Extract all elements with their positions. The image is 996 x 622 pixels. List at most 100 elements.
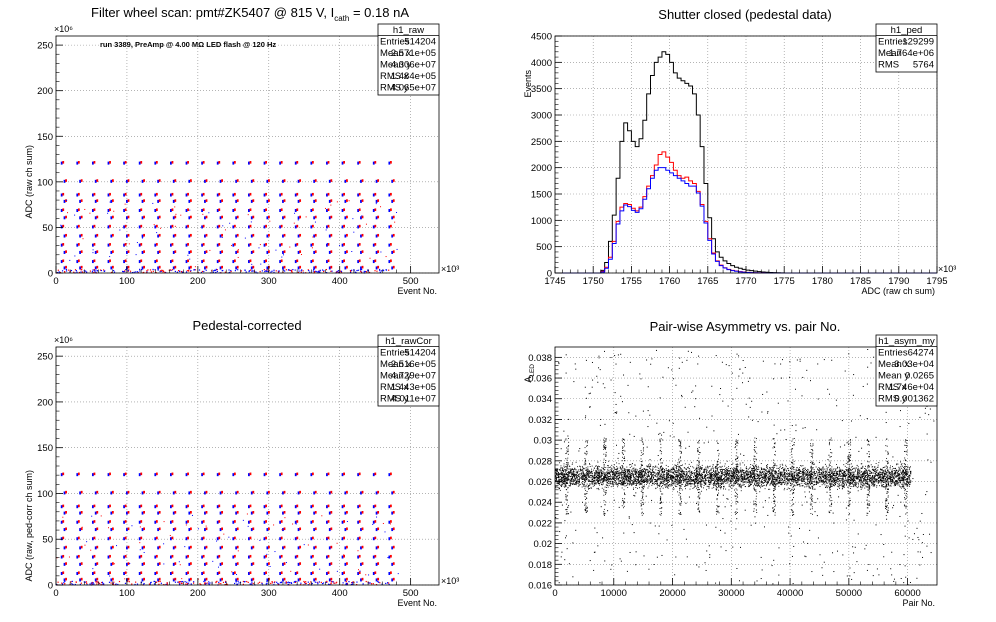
data-point [638,481,640,483]
data-point [297,219,299,221]
data-point [216,520,219,524]
data-point [179,270,181,272]
data-point [595,472,597,474]
data-point [584,480,586,482]
data-point [650,479,652,481]
data-point [868,483,870,485]
data-point [813,469,815,471]
stats-value: 4.011e+07 [392,394,436,405]
data-point [138,520,141,524]
data-point [790,490,792,492]
panel-rawcor-xlabel: Event No. [397,598,437,608]
data-point [314,250,317,253]
data-point [573,469,575,471]
data-point [696,472,698,474]
data-point [836,477,838,479]
data-point [734,478,736,480]
data-point [854,481,856,483]
data-point [571,468,573,470]
data-point [874,485,876,487]
data-point [701,464,703,466]
data-point [311,504,314,508]
data-point [817,479,819,481]
data-point [335,271,338,273]
data-point [775,484,777,486]
data-point [314,490,317,494]
data-point [800,478,802,480]
data-point [781,472,783,474]
data-point [62,571,65,575]
data-point [603,477,605,479]
data-point [769,478,770,480]
data-point [703,482,705,484]
data-point [314,577,317,581]
data-point [609,473,611,475]
data-point [233,192,236,196]
data-point [268,562,270,565]
data-point [857,486,859,488]
data-point [715,477,717,479]
data-point [346,490,348,494]
data-point [734,489,735,491]
x-tick-label: 0 [53,276,58,287]
stats-value: 1.484e+05 [391,71,436,82]
data-point [595,465,597,467]
data-point [648,471,650,473]
data-point [372,520,375,524]
data-point [129,562,131,564]
data-point [294,212,296,214]
data-point [859,471,861,473]
data-point [179,564,181,566]
data-point [392,562,395,565]
data-point [249,571,252,575]
data-point [737,478,739,479]
data-point [94,250,97,254]
data-point [624,468,626,470]
data-point [899,475,901,477]
data-point [221,250,224,253]
data-point [299,511,302,514]
data-point [221,236,223,238]
data-point [667,472,669,474]
data-point [152,202,154,204]
data-point [307,269,309,271]
data-point [838,486,840,488]
data-point [632,467,634,469]
data-point [688,466,689,468]
data-point [180,581,182,583]
data-point [109,243,111,246]
data-point [799,470,801,472]
data-point [739,464,741,466]
data-point [778,477,780,479]
data-point [643,468,645,469]
data-point [905,466,907,467]
data-point [273,269,275,271]
data-point [208,212,210,214]
data-point [374,472,377,476]
data-point [265,554,267,558]
data-point [296,472,299,476]
data-point [880,476,882,478]
data-point [310,243,313,247]
data-point [283,527,286,531]
data-point [773,475,775,477]
data-point [625,483,626,484]
data-point [790,474,792,476]
data-point [694,476,696,478]
data-point [328,528,331,532]
data-point [564,486,566,488]
data-point [63,199,66,203]
data-point [311,224,314,228]
data-point [724,463,726,465]
data-point [281,529,283,531]
x-tick-label: 1795 [926,276,947,287]
data-point [825,470,827,472]
data-point [673,469,675,470]
data-point [865,480,867,482]
data-point [710,470,712,472]
data-point [880,481,882,483]
data-point [652,468,654,470]
data-point [265,259,267,263]
data-point [266,528,269,532]
data-point [837,478,839,480]
